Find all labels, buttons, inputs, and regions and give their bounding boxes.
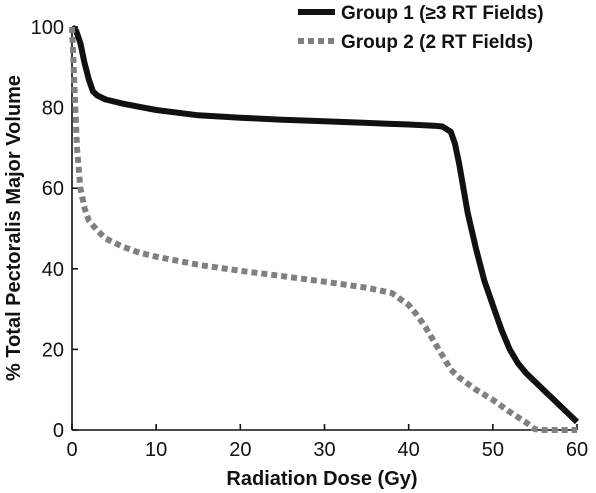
x-tick-label: 10 [145,439,167,461]
x-tick-label: 0 [66,439,77,461]
y-axis-label: % Total Pectoralis Major Volume [3,75,25,381]
x-tick-label: 30 [313,439,335,461]
legend-label-group-1: Group 1 (≥3 RT Fields) [341,3,544,24]
y-tick-label: 0 [53,420,64,442]
x-ticks: 0 10 20 30 40 50 60 [66,424,588,461]
x-tick-label: 20 [229,439,251,461]
series-line-group-1 [69,24,580,425]
series-line-group-2 [69,26,577,433]
legend: Group 1 (≥3 RT Fields) Group 2 (2 RT Fie… [298,3,544,53]
y-tick-label: 20 [42,339,64,361]
y-tick-label: 40 [42,259,64,281]
y-tick-label: 100 [31,17,64,39]
x-tick-label: 50 [482,439,504,461]
x-tick-label: 60 [566,439,588,461]
x-tick-label: 40 [398,439,420,461]
x-axis-label: Radiation Dose (Gy) [226,468,417,490]
y-ticks: 0 20 40 60 80 100 [31,17,78,442]
legend-label-group-2: Group 2 (2 RT Fields) [341,32,533,53]
y-tick-label: 80 [42,98,64,120]
series-group [69,24,580,433]
y-tick-label: 60 [42,178,64,200]
